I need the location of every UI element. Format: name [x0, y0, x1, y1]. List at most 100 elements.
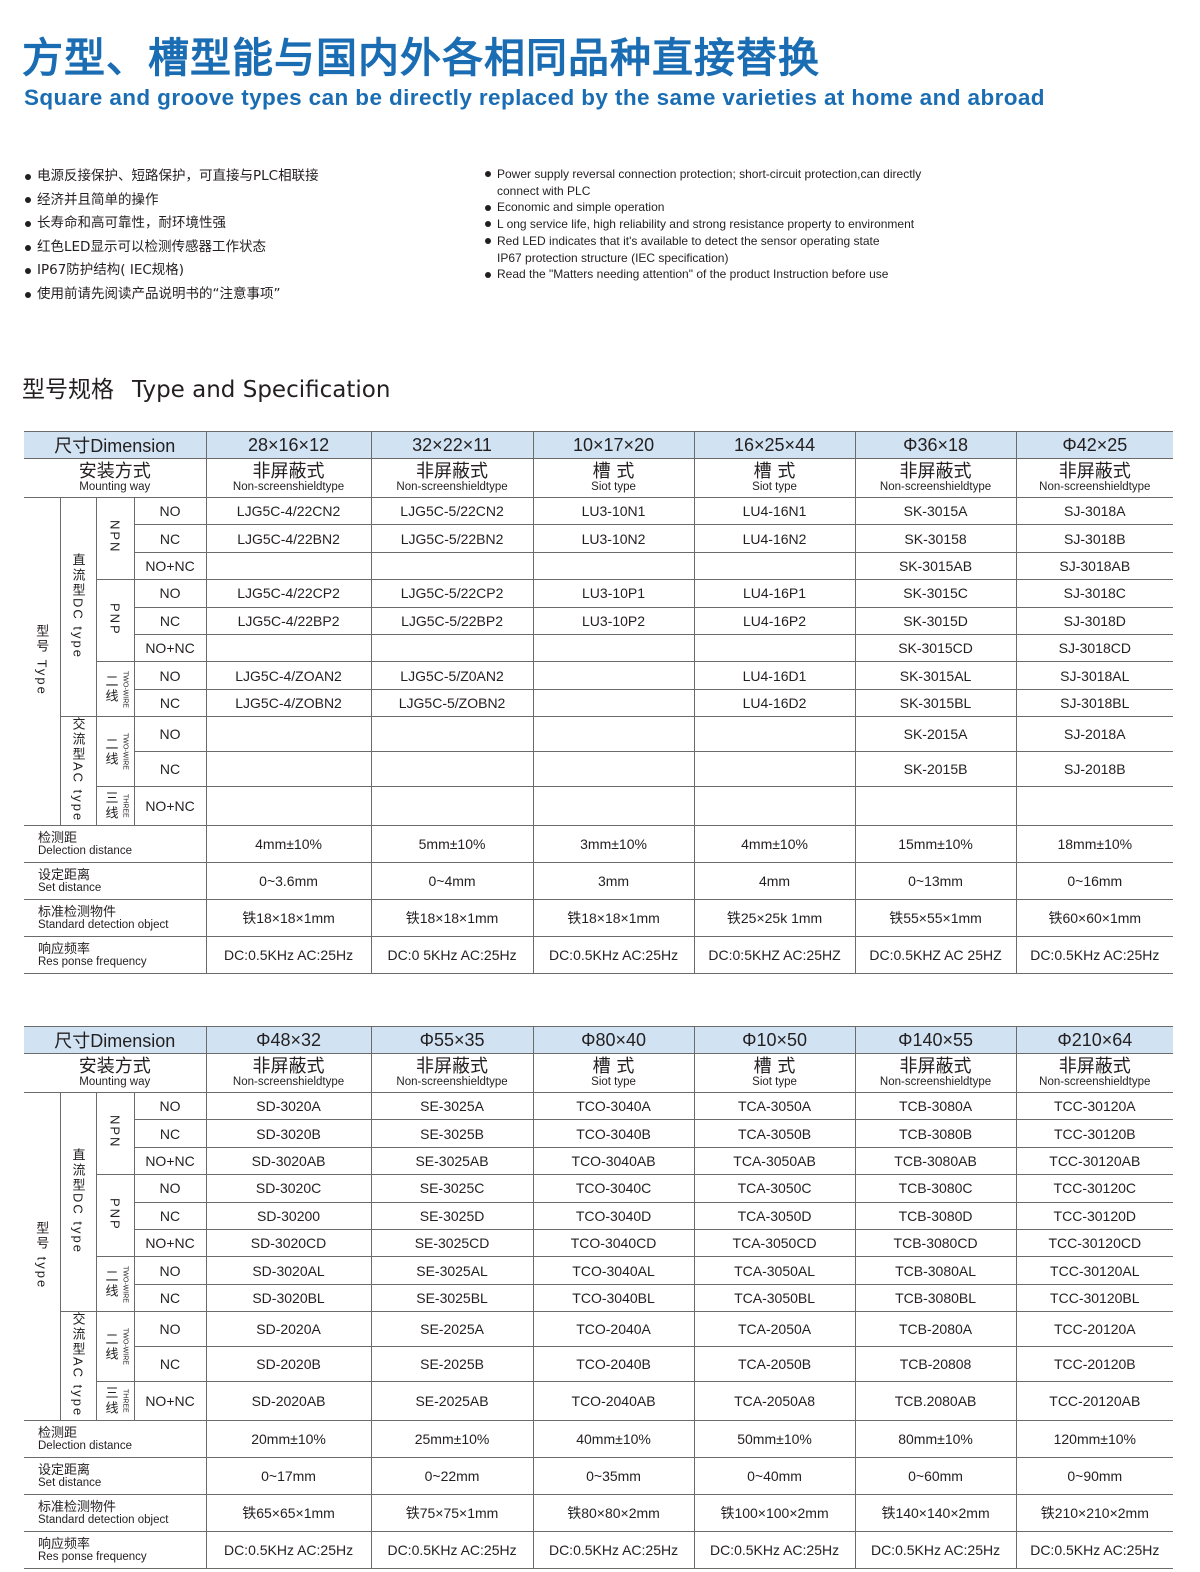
model-cell: SK-3015AL [854, 661, 1017, 690]
model-cell [532, 633, 695, 663]
spec-value-cell: 铁80×80×2mm [532, 1494, 695, 1533]
bullet-dot-icon [25, 173, 31, 180]
wire-label: 二线 TWO-WIRE [97, 733, 134, 770]
feature-item-en: Economic and simple operation [484, 199, 974, 216]
model-cell: TCC-20120B [1015, 1346, 1174, 1382]
spec-value-cell: 铁100×100×2mm [693, 1494, 856, 1533]
wire-cn: 二线 [103, 1269, 119, 1300]
spec-value-cell: 0~4mm [370, 862, 534, 901]
model-cell: SJ-2018B [1015, 751, 1174, 787]
mounting-en: Siot type [752, 480, 797, 493]
model-cell: SJ-3018A [1015, 496, 1174, 526]
spec-value-cell: 铁65×65×1mm [205, 1494, 372, 1533]
dc-two-wire-cell: 二线 TWO-WIRE [96, 1256, 135, 1313]
model-cell: TCO-3040BL [532, 1283, 695, 1313]
wire-label: 二线 TWO-WIRE [97, 671, 134, 708]
spec-value-cell: 铁210×210×2mm [1015, 1494, 1174, 1533]
mounting-cell: 槽 式 Siot type [693, 1053, 856, 1093]
dimension-row: 尺寸Dimension Φ48×32 Φ55×35 Φ80×40 Φ10×50 Φ140×… [24, 1026, 1174, 1054]
model-cell: SD-3020AB [205, 1146, 372, 1176]
spec-label: 标准检测物件 Standard detection object [24, 1494, 207, 1533]
model-row: 交流型AC type 二线 TWO-WIRE NO SD-2020A SE-2025A TC… [24, 1311, 1174, 1422]
model-cell: TCA-2050A [693, 1311, 856, 1347]
dc-type-cell: 直流型DC type [59, 1091, 97, 1313]
model-cell [532, 716, 695, 752]
ac-two-wire-cell: 二线 TWO-WIRE [95, 716, 135, 787]
model-cell: SE-3025AB [370, 1146, 534, 1176]
model-cell [205, 551, 372, 581]
output-type-cell: NO+NC [134, 551, 207, 581]
model-cell: TCB-3080AL [854, 1256, 1017, 1285]
mounting-cell: 槽 式 Siot type [532, 458, 695, 498]
model-cell: SK-3015A [854, 496, 1017, 526]
spec-label: 响应频率 Res ponse frequency [24, 936, 207, 975]
spec-table-2: 尺寸Dimension Φ48×32 Φ55×35 Φ80×40 Φ10×50 Φ140×… [24, 1026, 1174, 1570]
mounting-cn: 非屏蔽式 [899, 1055, 972, 1077]
model-cell [532, 661, 695, 690]
spec-value-cell: 0~35mm [532, 1457, 695, 1496]
model-row: 二线 TWO-WIRE NO SD-3020AL SE-3025AL TCO-3040AL… [24, 1256, 1174, 1313]
model-cell: SK-3015D [854, 606, 1017, 635]
output-type-cell: NO [133, 1256, 207, 1285]
bullet-dot-icon [485, 271, 491, 278]
mounting-row: 安装方式 Mounting way 非屏蔽式 Non-screenshieldtype… [24, 458, 1174, 498]
mounting-label: 安装方式 Mounting way [24, 1053, 207, 1093]
model-cell: LU4-16N1 [693, 496, 856, 526]
type-label-cell: 型号 type [24, 1091, 61, 1422]
mounting-cn: 非屏蔽式 [252, 460, 325, 482]
spec-label-en: Set distance [38, 1477, 102, 1490]
model-cell: LU3-10N2 [532, 524, 695, 553]
mounting-en: Non-screenshieldtype [232, 480, 345, 493]
model-cell: TCO-3040C [532, 1174, 695, 1203]
dimension-cell: 28×16×12 [205, 431, 372, 459]
model-row: NO+NC SK-3015AB SJ-3018AB [24, 551, 1174, 581]
model-cell: SK-30158 [854, 524, 1017, 553]
mounting-cell: 非屏蔽式 Non-screenshieldtype [370, 1053, 534, 1093]
ac-two-wire-cell: 二线 TWO-WIRE [95, 1311, 135, 1382]
model-cell: LJG5C-4/ZOBN2 [205, 688, 372, 718]
mounting-cell: 非屏蔽式 Non-screenshieldtype [1015, 458, 1174, 498]
spec-value-cell: 5mm±10% [370, 825, 534, 864]
spec-row: 检测距 Delection distance 20mm±10% 25mm±10% 40m… [24, 1420, 1174, 1459]
model-cell [205, 633, 372, 663]
model-cell: SD-3020A [205, 1091, 372, 1121]
model-cell: LJG5C-5/22CP2 [370, 579, 534, 608]
mounting-cn: 槽 式 [592, 1055, 635, 1077]
pnp-cell: PNP [96, 1174, 135, 1258]
ac-three-wire-cell: 三线 THREE [96, 1380, 135, 1422]
model-cell: SE-2025A [370, 1311, 534, 1347]
wire-label: 三线 THREE [97, 1386, 134, 1416]
wire-cn: 三线 [103, 1386, 119, 1417]
model-cell: TCA-3050C [693, 1174, 856, 1203]
output-type-cell: NC [134, 751, 207, 787]
section-title-en: Type and Specification [132, 377, 391, 403]
feature-item-cn: IP67防护结构( IEC规格) [24, 259, 319, 283]
section-title-cn: 型号规格 [22, 377, 114, 403]
model-cell: TCB-3080D [854, 1201, 1017, 1230]
spec-value-cell: 0~3.6mm [205, 862, 372, 901]
model-row: NC LJG5C-4/22BN2 LJG5C-5/22BN2 LU3-10N2 LU4-… [24, 524, 1174, 553]
type-label: 型号 Type [34, 624, 50, 697]
model-row: PNP NO SD-3020C SE-3025C TCO-3040C TCA-3050C T… [24, 1174, 1174, 1258]
spec-value-cell: 0~90mm [1015, 1457, 1174, 1496]
ac-type-label: 交流型AC type [70, 717, 86, 823]
spec-value-cell: DC:0.5KHz AC:25Hz [205, 1531, 372, 1570]
feature-text: L ong service life, high reliability and… [497, 217, 915, 232]
feature-item-en: Read the "Matters needing attention" of … [484, 266, 974, 283]
model-cell: SD-3020BL [205, 1283, 372, 1313]
npn-cell: NPN [95, 496, 135, 581]
ac-type-cell: 交流型AC type [60, 1311, 97, 1422]
feature-item-en: Red LED indicates that it's available to… [484, 233, 974, 250]
model-cell: TCC-20120A [1015, 1311, 1174, 1347]
model-cell: TCO-2040AB [532, 1380, 695, 1422]
model-row: NC SK-2015B SJ-2018B [24, 751, 1174, 787]
model-cell: TCB.2080AB [854, 1380, 1017, 1422]
spec-value-cell: 15mm±10% [854, 825, 1017, 864]
model-cell: TCC-30120C [1015, 1174, 1174, 1203]
spec-row: 响应频率 Res ponse frequency DC:0.5KHz AC:25Hz… [24, 1531, 1174, 1570]
mounting-label-cn: 安装方式 [78, 1055, 151, 1077]
mounting-cn: 非屏蔽式 [899, 460, 972, 482]
spec-value-cell: DC:0.5KHz AC:25Hz [1015, 936, 1174, 975]
spec-value-cell: 120mm±10% [1015, 1420, 1174, 1459]
spec-value-cell: 铁18×18×1mm [370, 899, 534, 938]
